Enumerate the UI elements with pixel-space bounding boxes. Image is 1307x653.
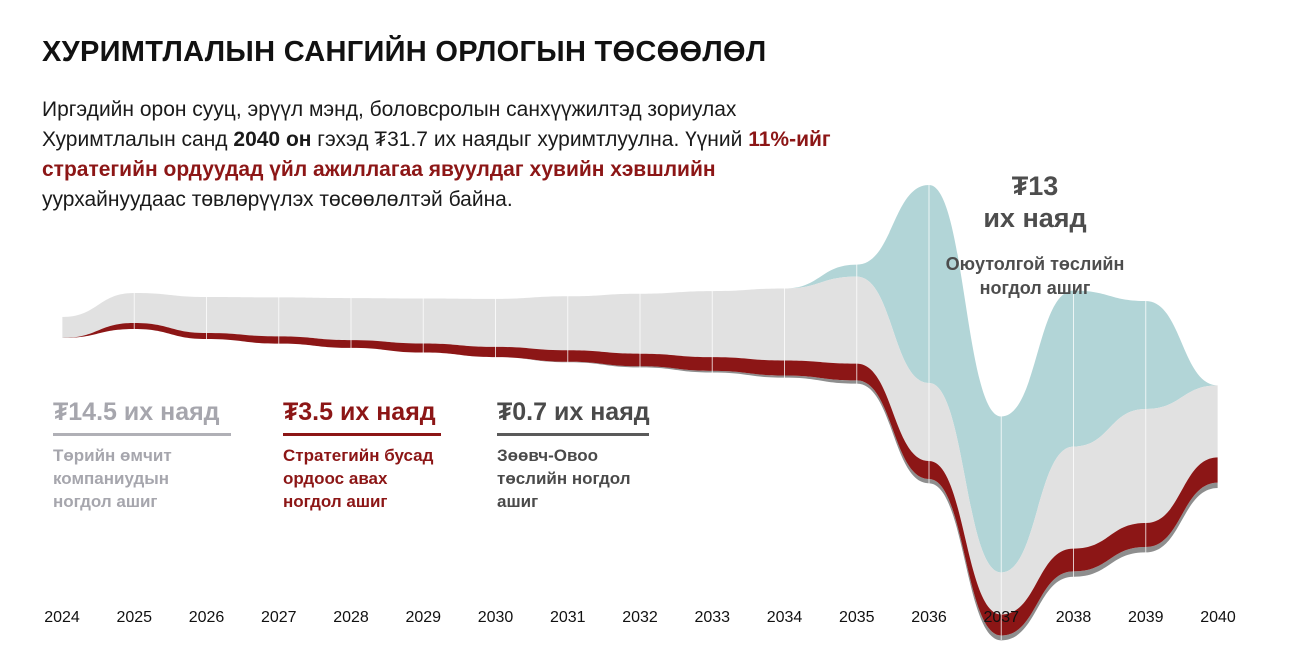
x-tick-label: 2025 xyxy=(116,609,152,626)
strategic-deposits-desc: Стратегийн бусад ордоос авах ногдол ашиг xyxy=(283,446,434,511)
strategic-deposits-value: ₮3.5 их наяд xyxy=(283,398,436,426)
x-tick-label: 2036 xyxy=(911,609,947,626)
x-tick-label: 2028 xyxy=(333,609,369,626)
x-tick-label: 2024 xyxy=(44,609,80,626)
state-companies-rule xyxy=(53,433,231,436)
oyu-tolgoi-desc: Оюутолгой төслийн ногдол ашиг xyxy=(945,254,1125,298)
state-companies-label: ₮14.5 их наяд Төрийн өмчит компаниудын н… xyxy=(53,398,231,513)
intro-part1: Иргэдийн орон сууц, эрүүл мэнд, боловсро… xyxy=(42,98,737,151)
strategic-deposits-rule xyxy=(283,433,441,436)
intro-part3: уурхайнуудаас төвлөрүүлэх төсөөлөлтэй ба… xyxy=(42,188,513,211)
x-tick-label: 2030 xyxy=(478,609,514,626)
state-companies-desc: Төрийн өмчит компаниудын ногдол ашиг xyxy=(53,446,172,511)
x-tick-label: 2040 xyxy=(1200,609,1236,626)
x-tick-label: 2026 xyxy=(189,609,225,626)
oyu-tolgoi-label: ₮13 их наяд Оюутолгой төслийн ногдол аши… xyxy=(940,170,1130,300)
x-tick-label: 2035 xyxy=(839,609,875,626)
oyu-tolgoi-value-line2: их наяд xyxy=(983,203,1087,233)
zoovch-ovoo-rule xyxy=(497,433,649,436)
intro-text: Иргэдийн орон сууц, эрүүл мэнд, боловсро… xyxy=(42,95,832,215)
x-tick-label: 2037 xyxy=(983,609,1019,626)
x-tick-label: 2029 xyxy=(405,609,441,626)
x-tick-label: 2038 xyxy=(1056,609,1092,626)
intro-bold-year: 2040 он xyxy=(233,128,312,151)
zoovch-ovoo-label: ₮0.7 их наяд Зөөвч-Овоо төслийн ногдол а… xyxy=(497,398,650,513)
intro-highlight: 11%-ийг стратегийн ордуудад үйл ажиллага… xyxy=(42,128,831,181)
oyu-tolgoi-value-line1: ₮13 xyxy=(1011,171,1059,201)
state-companies-value: ₮14.5 их наяд xyxy=(53,398,220,426)
x-tick-label: 2031 xyxy=(550,609,586,626)
intro-part2: гэхэд ₮31.7 их наядыг хуримтлуулна. Үүни… xyxy=(311,128,749,151)
zoovch-ovoo-value: ₮0.7 их наяд xyxy=(497,398,650,426)
x-tick-label: 2032 xyxy=(622,609,658,626)
x-tick-label: 2033 xyxy=(694,609,730,626)
x-tick-label: 2034 xyxy=(767,609,803,626)
strategic-deposits-label: ₮3.5 их наяд Стратегийн бусад ордоос ава… xyxy=(283,398,441,513)
x-tick-label: 2039 xyxy=(1128,609,1164,626)
x-tick-label: 2027 xyxy=(261,609,297,626)
zoovch-ovoo-desc: Зөөвч-Овоо төслийн ногдол ашиг xyxy=(497,446,631,511)
page-title: ХУРИМТЛАЛЫН САНГИЙН ОРЛОГЫН ТӨСӨӨЛӨЛ xyxy=(42,36,767,68)
